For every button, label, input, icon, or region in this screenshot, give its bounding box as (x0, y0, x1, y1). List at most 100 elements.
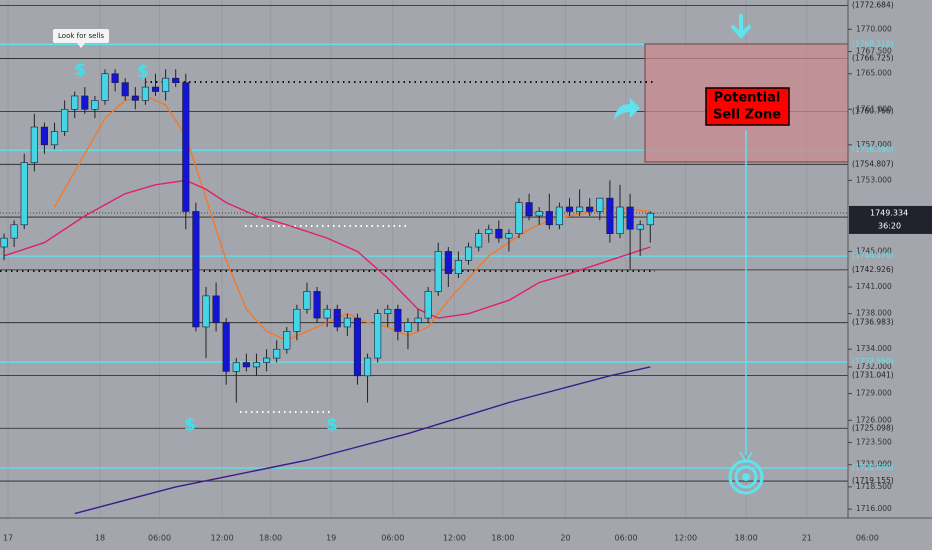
candle-body (131, 95, 139, 101)
annotation: $ (184, 415, 196, 435)
candle-body (10, 224, 18, 239)
candle-body (30, 126, 38, 163)
candle-body (374, 313, 382, 359)
down-arrow-icon (731, 14, 751, 40)
annotation: $ (137, 62, 149, 82)
countdown: 36:20 (878, 221, 901, 230)
candle-body (505, 233, 513, 239)
x-tick-label: 06:00 (381, 534, 404, 543)
candle-body (91, 100, 99, 110)
candle-body (151, 86, 160, 92)
candle-body (495, 228, 503, 239)
x-tick-label: 18:00 (491, 534, 514, 543)
candle-body (293, 308, 301, 332)
x-tick-label: 19 (326, 534, 336, 543)
candle-body (313, 291, 321, 319)
y-tick-label: 1741.000 (856, 282, 892, 291)
candle-body (576, 206, 584, 212)
y-tick-label: 1729.000 (856, 389, 892, 398)
candle-body (263, 357, 271, 363)
candle-body (525, 202, 533, 217)
level-label: (1732.550) (852, 357, 894, 366)
level-label: (1731.041) (852, 370, 894, 379)
moving-average (3, 179, 651, 319)
level-label: (1742.926) (852, 265, 894, 274)
candle-body (192, 211, 200, 328)
candle-body (121, 82, 129, 97)
tooltip-box (53, 29, 109, 43)
y-tick-label: 1734.000 (856, 344, 892, 353)
candle-body (283, 331, 291, 350)
candle-body (162, 77, 170, 92)
level-label: (1719.155) (852, 476, 894, 485)
y-tick-label: 1770.000 (856, 24, 892, 33)
y-tick-label: 1721.000 (856, 460, 892, 469)
candle-body (606, 197, 614, 234)
x-tick-label: 21 (802, 534, 812, 543)
candle-body (323, 308, 331, 319)
level-label: (1720.630) (852, 463, 894, 472)
y-tick-label: 1761.000 (856, 104, 892, 113)
annotation: $ (74, 60, 86, 80)
y-tick-label: 1745.000 (856, 246, 892, 255)
level-label: (1766.725) (852, 53, 894, 62)
candle-body (232, 362, 240, 372)
y-tick-label: 1723.500 (856, 437, 892, 446)
candle-body (50, 131, 59, 146)
time-axis (0, 518, 932, 550)
tooltip-pointer (77, 43, 85, 48)
candle-body (111, 73, 119, 83)
candle-body (596, 197, 604, 212)
last-price-box (849, 205, 932, 234)
candle-body (61, 108, 69, 132)
x-tick-label: 12:00 (674, 534, 697, 543)
y-tick-label: 1718.500 (856, 482, 892, 491)
level-label: (1744.470) (852, 251, 894, 260)
candle-body (555, 206, 563, 226)
candle-body (273, 348, 281, 359)
y-tick-label: 1732.000 (856, 362, 892, 371)
candle-body (71, 95, 79, 110)
moving-average (74, 366, 651, 515)
candle-body (222, 322, 230, 372)
candle-body (384, 308, 392, 314)
price-axis (848, 0, 932, 518)
candle-body (565, 206, 574, 212)
candle-body (81, 95, 89, 110)
candle-body (242, 362, 250, 368)
annotation: $ (326, 415, 338, 435)
candle-body (646, 212, 654, 226)
level-label: (1754.807) (852, 159, 894, 168)
x-tick-label: 17 (3, 534, 13, 543)
candle-body (40, 126, 48, 146)
zone-label: Potential (714, 91, 781, 106)
candle-body (424, 291, 432, 319)
candle-body (333, 308, 341, 328)
candle-body (535, 211, 543, 217)
y-tick-label: 1716.000 (856, 504, 892, 513)
candle-body (101, 73, 109, 101)
x-tick-label: 06:00 (856, 534, 879, 543)
candle-body (141, 86, 149, 101)
candle-body (303, 291, 311, 310)
candle-body (212, 295, 220, 323)
candle-body (464, 246, 473, 261)
candle-body (475, 233, 483, 248)
y-tick-label: 1765.000 (856, 69, 892, 78)
candle-body (252, 362, 261, 368)
candle-body (636, 224, 644, 230)
x-tick-label: 18:00 (259, 534, 282, 543)
x-tick-label: 06:00 (615, 534, 638, 543)
last-price-label: 1749.334 (870, 208, 908, 217)
x-tick-label: 12:00 (443, 534, 466, 543)
y-tick-label: 1757.000 (856, 140, 892, 149)
candle-body (0, 237, 8, 248)
curved-arrow-icon (614, 98, 640, 120)
candle-body (343, 317, 351, 328)
candle-body (434, 251, 442, 292)
candle-body (404, 322, 412, 332)
candle-body (182, 82, 190, 212)
x-tick-label: 20 (560, 534, 570, 543)
candle-body (20, 162, 28, 226)
